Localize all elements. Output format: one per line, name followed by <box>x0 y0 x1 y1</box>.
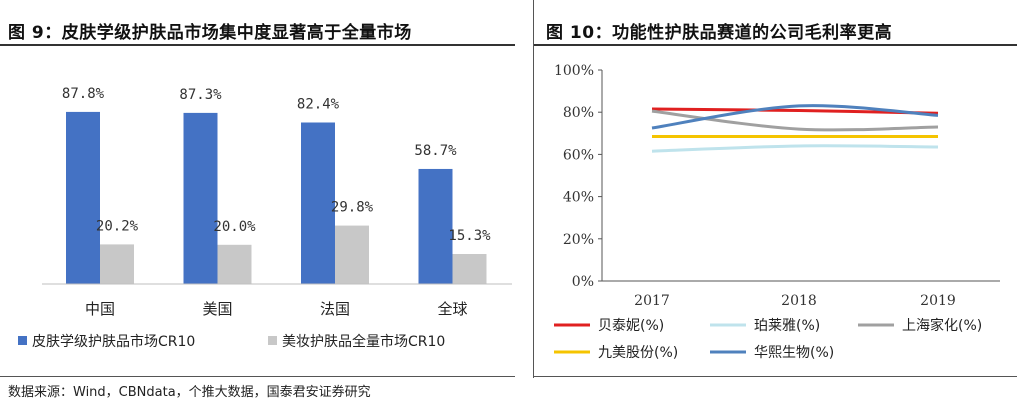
bar-value-label: 58.7% <box>414 143 457 159</box>
bar-value-label: 87.3% <box>179 87 222 103</box>
legend-swatch-0 <box>18 336 27 345</box>
y-tick-label: 100% <box>554 63 594 79</box>
y-tick-label: 60% <box>563 147 594 163</box>
line-chart: 0% 20% 40% 60% 80% 100% 2017 2018 2019 贝泰妮(%) 珀莱雅(… <box>554 63 1000 361</box>
bar-total-1 <box>217 244 252 284</box>
bar-derma-3 <box>418 168 453 284</box>
left-chart-title: 图 9：皮肤学级护肤品市场集中度显著高于全量市场 <box>8 23 412 43</box>
series-line-2 <box>651 109 939 132</box>
category-label: 法国 <box>320 300 350 318</box>
legend-label-4: 华熙生物(%) <box>754 345 834 361</box>
bar-value-label: 82.4% <box>297 96 340 112</box>
left-chart-panel: 图 9：皮肤学级护肤品市场集中度显著高于全量市场 87.8% 20.2% 中国 87.… <box>0 0 515 378</box>
right-chart-panel: 图 10：功能性护肤品赛道的公司毛利率更高 0% 20% 40% 60% 80% 100%… <box>533 0 1017 378</box>
bar-derma-1 <box>183 112 218 284</box>
series-line-1 <box>651 144 939 153</box>
y-tick-label: 40% <box>563 190 594 206</box>
bar-derma-0 <box>66 111 100 284</box>
x-tick-label: 2018 <box>781 293 817 309</box>
bar-value-label: 20.2% <box>96 218 139 234</box>
bar-value-label: 20.0% <box>213 219 256 235</box>
right-title-rule <box>534 44 1017 46</box>
x-tick-label: 2019 <box>920 293 956 309</box>
bar-total-2 <box>335 225 369 284</box>
bar-chart: 87.8% 20.2% 中国 87.3% 20.0% 美国 82.4% 29.8% 法国 58.7… <box>18 86 512 350</box>
legend-swatch-1 <box>268 336 277 345</box>
legend-label-2: 上海家化(%) <box>902 317 982 334</box>
y-tick-label: 0% <box>572 274 594 290</box>
legend-label-0: 皮肤学级护肤品市场CR10 <box>32 333 195 350</box>
legend-label-3: 九美股份(%) <box>598 345 678 361</box>
right-bottom-rule <box>534 376 1017 377</box>
left-bottom-rule <box>0 376 515 377</box>
source-note: 数据来源：Wind，CBNdata，个推大数据，国泰君安证券研究 <box>8 385 371 400</box>
category-label: 美国 <box>202 300 232 318</box>
bar-derma-2 <box>301 122 335 284</box>
y-tick-label: 20% <box>563 232 594 248</box>
left-title-rule <box>0 44 515 46</box>
y-tick-label: 80% <box>563 105 594 121</box>
bar-total-3 <box>452 254 487 284</box>
legend-label-0: 贝泰妮(%) <box>598 318 664 334</box>
bar-total-0 <box>100 244 134 284</box>
right-chart-title: 图 10：功能性护肤品赛道的公司毛利率更高 <box>546 23 893 43</box>
legend-label-1: 美妆护肤品全量市场CR10 <box>282 333 445 350</box>
series-line-4 <box>651 104 939 130</box>
bar-value-label: 15.3% <box>448 228 491 244</box>
category-label: 全球 <box>437 300 467 318</box>
bar-value-label: 87.8% <box>62 86 105 102</box>
x-tick-label: 2017 <box>634 293 670 309</box>
legend-label-1: 珀莱雅(%) <box>754 318 820 334</box>
category-label: 中国 <box>85 300 115 318</box>
bar-value-label: 29.8% <box>331 200 374 216</box>
